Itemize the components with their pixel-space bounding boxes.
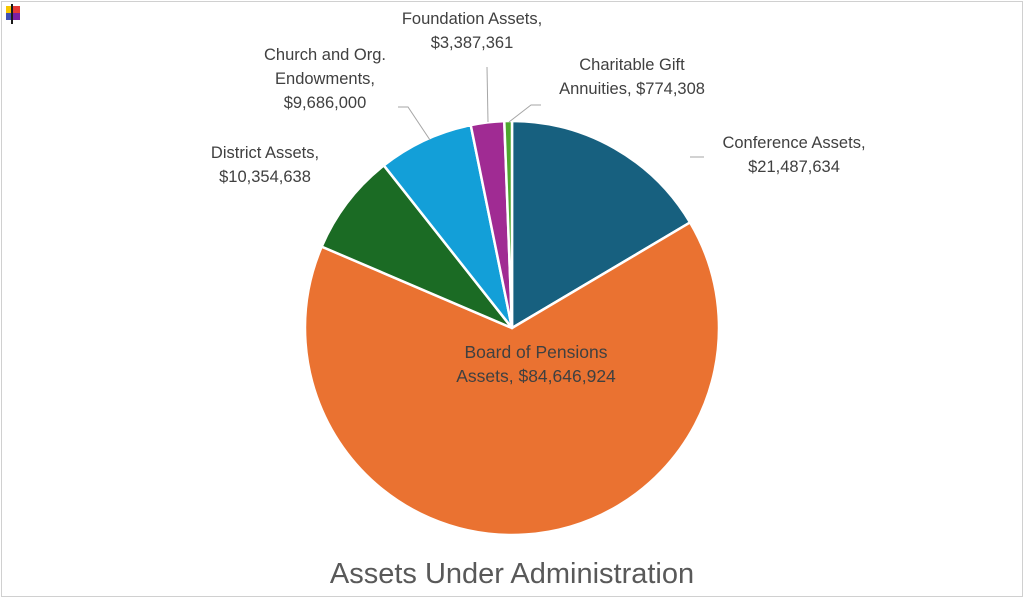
pie-slice-conference-assets (510, 119, 692, 330)
pie-slice-board-of-pensions-assets (303, 221, 721, 537)
app-icon-square-purple (13, 13, 20, 20)
data-label-conference-assets: Conference Assets, $21,487,634 (722, 134, 865, 176)
data-labels: Conference Assets, $21,487,634 Board of Pe… (211, 10, 866, 386)
leader-line-foundation-assets (486, 66, 489, 123)
data-label-line: Endowments, (275, 70, 375, 88)
app-icon (6, 4, 20, 24)
pie-slice-charitable-gift-annuities (503, 119, 514, 330)
data-label-line: Church and Org. (264, 46, 386, 64)
data-label-line: Charitable Gift (579, 56, 685, 74)
data-label-foundation-assets: Foundation Assets, $3,387,361 (402, 10, 542, 52)
data-label-district-assets: District Assets, $10,354,638 (211, 144, 319, 186)
data-label-line: Conference Assets, (722, 134, 865, 152)
data-label-line: $21,487,634 (748, 158, 840, 176)
pie-slice-district-assets (320, 164, 514, 330)
data-label-line: Board of Pensions (464, 342, 607, 362)
data-label-line: Annuities, $774,308 (559, 80, 705, 98)
leader-line-church-and-org-endowments (398, 106, 431, 141)
app-icon-square-yellow (6, 6, 13, 13)
data-label-line: Assets, $84,646,924 (456, 366, 616, 386)
app-icon-square-red (13, 6, 20, 13)
data-label-board-of-pensions-assets: Board of Pensions Assets, $84,646,924 (456, 342, 616, 386)
data-label-line: $3,387,361 (431, 34, 514, 52)
pie-slices (303, 119, 721, 537)
data-label-line: $10,354,638 (219, 168, 311, 186)
data-label-charitable-gift-annuities: Charitable Gift Annuities, $774,308 (559, 56, 705, 98)
leader-lines (398, 66, 704, 158)
data-label-line: District Assets, (211, 144, 319, 162)
app-icon-square-blue (6, 13, 13, 20)
data-label-church-and-org-endowments: Church and Org. Endowments, $9,686,000 (264, 46, 386, 112)
data-label-line: $9,686,000 (284, 94, 367, 112)
leader-line-charitable-gift-annuities (508, 104, 541, 123)
data-label-line: Foundation Assets, (402, 10, 542, 28)
app-icon-bar (11, 4, 13, 24)
chart-title: Assets Under Administration (330, 558, 694, 590)
